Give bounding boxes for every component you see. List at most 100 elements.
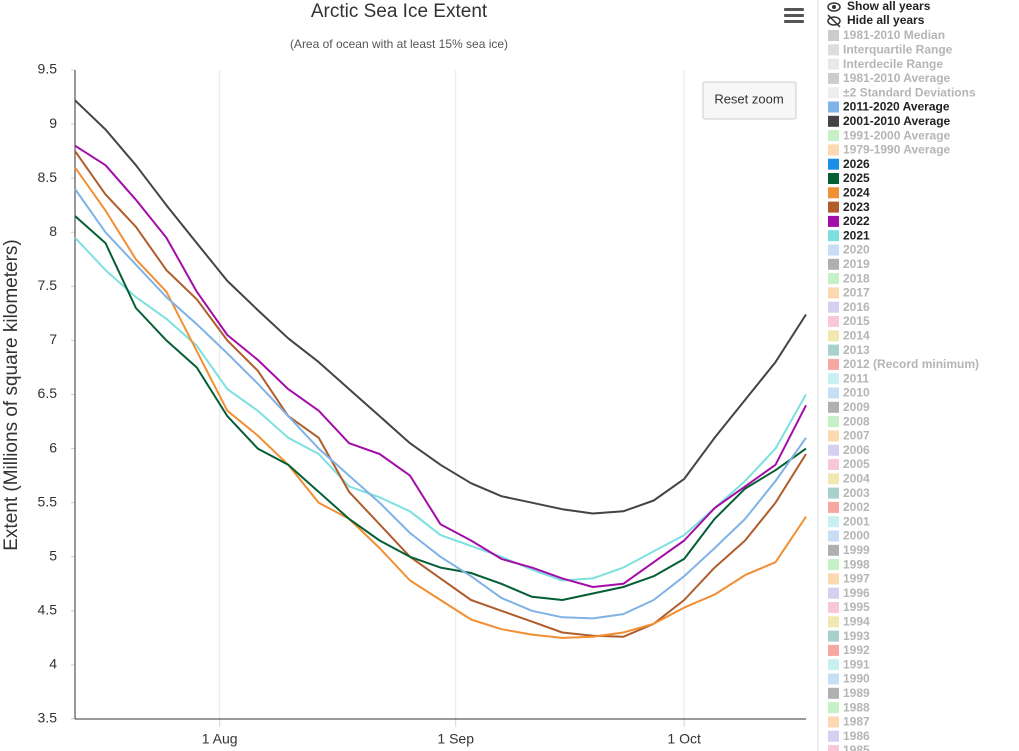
legend-item[interactable]: 1991: [828, 657, 870, 671]
legend-label: 1986: [843, 729, 870, 743]
legend-item[interactable]: 2026: [828, 157, 870, 171]
legend-item[interactable]: 2011-2020 Average: [828, 100, 950, 114]
legend-label: 2025: [843, 171, 870, 185]
legend-item[interactable]: 2003: [828, 486, 870, 500]
menu-button[interactable]: [784, 8, 804, 23]
legend-item[interactable]: 2020: [828, 243, 870, 257]
legend-item[interactable]: 1990: [828, 672, 870, 686]
legend-label: 1997: [843, 572, 870, 586]
legend-swatch: [828, 530, 839, 542]
legend-item[interactable]: 2002: [828, 500, 870, 514]
legend-label: 2003: [843, 486, 870, 500]
legend-label: 2023: [843, 200, 870, 214]
legend-item[interactable]: 2014: [828, 328, 870, 342]
legend-item[interactable]: 1979-1990 Average: [828, 143, 951, 157]
legend-swatch: [828, 301, 839, 313]
legend-item[interactable]: 2015: [828, 314, 870, 328]
legend-label: 2012 (Record minimum): [843, 357, 979, 371]
legend-item[interactable]: 1987: [828, 715, 870, 729]
legend-item[interactable]: 1996: [828, 586, 870, 600]
legend-item[interactable]: 2023: [828, 200, 870, 214]
legend-item[interactable]: 2024: [828, 185, 870, 199]
hide-all-button[interactable]: Hide all years: [827, 13, 925, 28]
legend-label: 2000: [843, 529, 870, 543]
legend-label: 1991: [843, 657, 870, 671]
legend-item[interactable]: 1986: [828, 729, 870, 743]
reset-zoom-label: Reset zoom: [714, 91, 783, 106]
legend-item[interactable]: 1981-2010 Median: [828, 28, 945, 42]
legend-item[interactable]: 2022: [828, 214, 870, 228]
legend-swatch: [828, 745, 839, 751]
series-line: [74, 215, 807, 601]
legend-label: 1989: [843, 686, 870, 700]
legend-swatch: [828, 330, 839, 342]
legend-item[interactable]: 1992: [828, 643, 870, 657]
series-line: [74, 237, 807, 582]
legend-swatch: [828, 215, 839, 227]
legend-item[interactable]: 2004: [828, 471, 870, 485]
legend-swatch: [828, 144, 839, 156]
legend-item[interactable]: 1997: [828, 572, 870, 586]
legend-item[interactable]: 1999: [828, 543, 870, 557]
legend-item[interactable]: 2000: [828, 529, 870, 543]
legend-label: 1981-2010 Average: [843, 71, 951, 85]
legend-item[interactable]: Interquartile Range: [828, 42, 953, 56]
legend-item[interactable]: 1988: [828, 700, 870, 714]
legend-label: 2022: [843, 214, 870, 228]
legend-item[interactable]: ±2 Standard Deviations: [828, 85, 976, 99]
series-line: [74, 144, 807, 588]
legend-item[interactable]: Interdecile Range: [828, 57, 943, 71]
legend-item[interactable]: 2025: [828, 171, 870, 185]
legend-item[interactable]: 2005: [828, 457, 870, 471]
legend-item[interactable]: 2006: [828, 443, 870, 457]
legend-swatch: [828, 373, 839, 385]
legend-label: 2014: [843, 328, 870, 342]
legend-item[interactable]: 2001: [828, 514, 870, 528]
legend-item[interactable]: 2011: [828, 371, 869, 385]
legend-swatch: [828, 58, 839, 70]
legend-item[interactable]: 2008: [828, 414, 870, 428]
legend-item[interactable]: 1985: [828, 743, 870, 751]
x-tick-label: 1 Sep: [437, 731, 474, 747]
legend-item[interactable]: 2010: [828, 386, 870, 400]
show-all-button[interactable]: Show all years: [827, 0, 931, 13]
legend-swatch: [828, 101, 839, 113]
legend-item[interactable]: 2016: [828, 300, 870, 314]
legend-label: 1979-1990 Average: [843, 143, 951, 157]
x-tick-label: 1 Oct: [667, 731, 701, 747]
reset-zoom-button[interactable]: Reset zoom: [702, 81, 797, 120]
legend-item[interactable]: 1995: [828, 600, 870, 614]
legend-swatch: [828, 72, 839, 84]
legend-item[interactable]: 1998: [828, 557, 870, 571]
legend-swatch: [828, 444, 839, 456]
legend-item[interactable]: 2019: [828, 257, 870, 271]
legend-label: 2018: [843, 271, 870, 285]
legend-item[interactable]: 1989: [828, 686, 870, 700]
legend-label: 2015: [843, 314, 870, 328]
legend-label: 2021: [843, 228, 870, 242]
legend-swatch: [828, 559, 839, 571]
legend-swatch: [828, 130, 839, 142]
legend-item[interactable]: 2001-2010 Average: [828, 114, 951, 128]
hide-all-label: Hide all years: [847, 13, 925, 27]
series-line: [74, 166, 807, 639]
legend-item[interactable]: 1981-2010 Average: [828, 71, 951, 85]
legend-item[interactable]: 2007: [828, 429, 870, 443]
legend-swatch: [828, 344, 839, 356]
legend-item[interactable]: 2012 (Record minimum): [828, 357, 979, 371]
legend-label: 1995: [843, 600, 870, 614]
legend-label: 2011-2020 Average: [843, 100, 950, 114]
legend-item[interactable]: 2018: [828, 271, 870, 285]
legend-item[interactable]: 2013: [828, 343, 870, 357]
legend-swatch: [828, 730, 839, 742]
legend-label: 1992: [843, 643, 870, 657]
legend-swatch: [828, 316, 839, 327]
legend-item[interactable]: 2017: [828, 286, 870, 300]
legend-item[interactable]: 2009: [828, 400, 870, 414]
legend-label: 2008: [843, 414, 870, 428]
legend-swatch: [828, 673, 839, 685]
legend-item[interactable]: 1991-2000 Average: [828, 128, 951, 142]
legend-item[interactable]: 2021: [828, 228, 870, 242]
legend-item[interactable]: 1994: [828, 614, 870, 628]
legend-item[interactable]: 1993: [828, 629, 870, 643]
